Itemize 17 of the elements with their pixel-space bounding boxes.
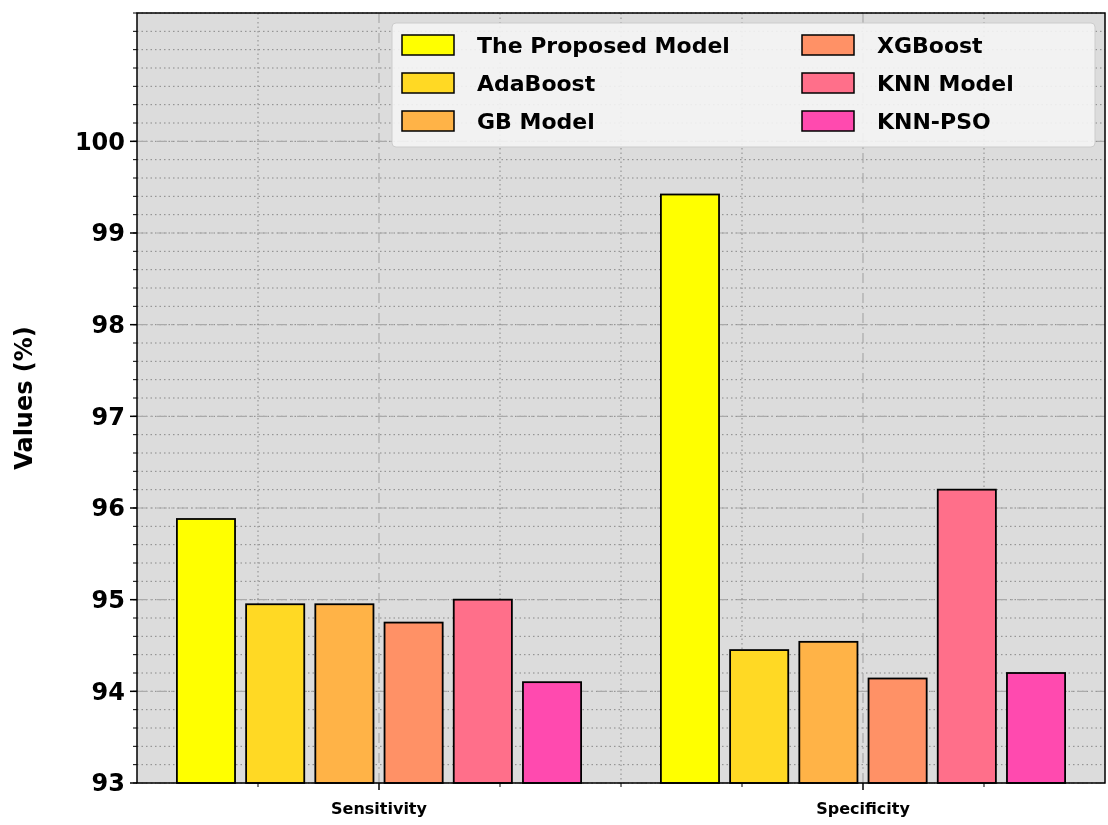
legend-label: KNN Model bbox=[877, 70, 1014, 96]
x-tick-label: Sensitivity bbox=[331, 799, 428, 818]
y-tick-label: 96 bbox=[91, 494, 125, 523]
y-tick-label: 97 bbox=[91, 402, 125, 431]
legend-label: XGBoost bbox=[877, 32, 984, 58]
y-tick-label: 100 bbox=[74, 127, 125, 156]
legend-label: The Proposed Model bbox=[477, 32, 730, 58]
y-tick-label: 93 bbox=[91, 769, 125, 798]
y-tick-label: 94 bbox=[91, 677, 125, 706]
y-tick-label: 95 bbox=[91, 586, 125, 615]
legend-label: KNN-PSO bbox=[877, 108, 991, 134]
y-tick-label: 98 bbox=[91, 311, 125, 340]
x-tick-label: Specificity bbox=[816, 799, 911, 818]
legend-label: AdaBoost bbox=[477, 70, 596, 96]
legend-label: GB Model bbox=[477, 108, 595, 134]
y-axis-title: Values (%) bbox=[10, 326, 38, 470]
y-tick-label: 99 bbox=[91, 219, 125, 248]
